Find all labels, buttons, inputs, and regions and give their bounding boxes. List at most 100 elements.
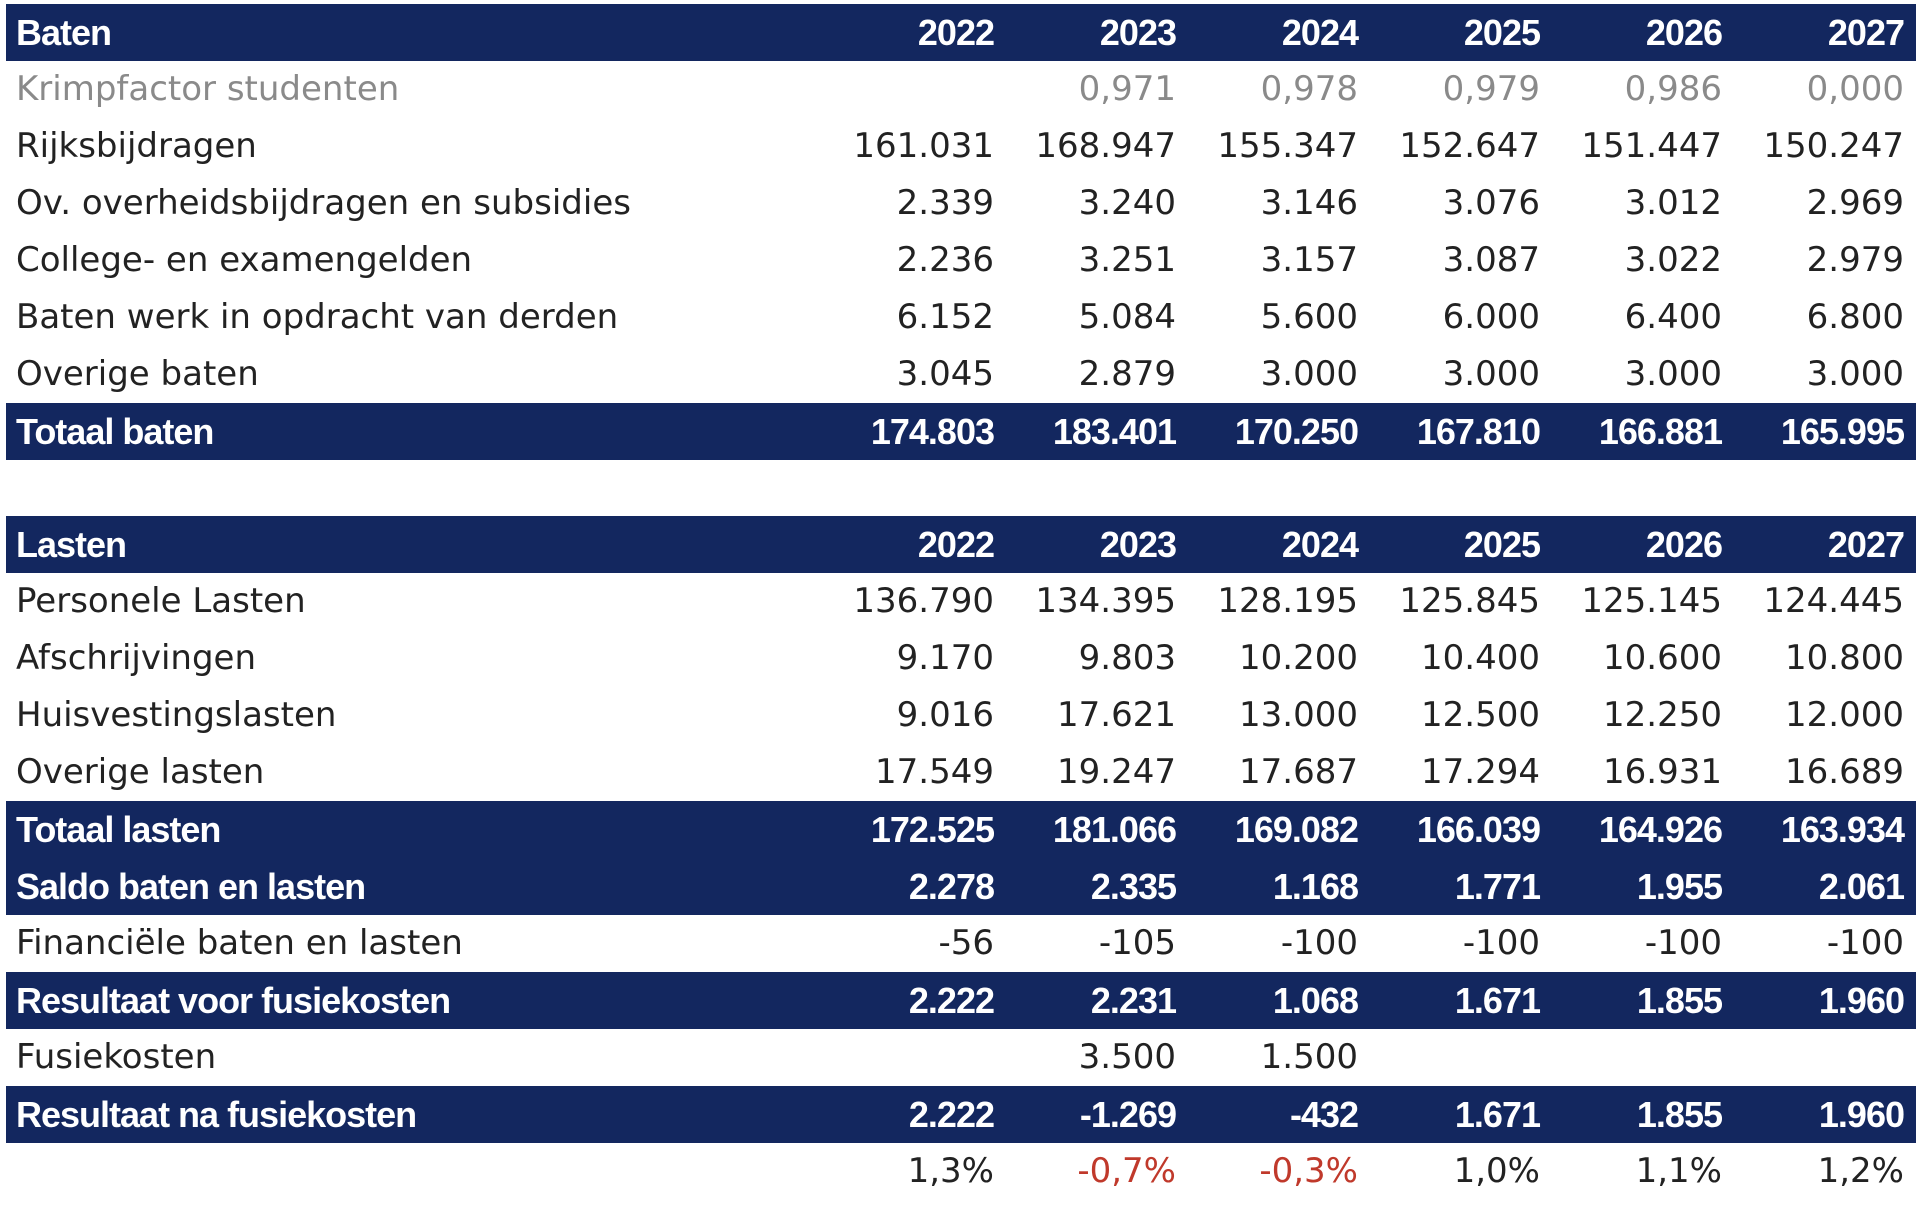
table-row-rijksbijdragen: Rijksbijdragen 161.031 168.947 155.347 1… [6,118,1916,175]
cell-value: 19.247 [1057,752,1176,792]
table-row-krimpfactor: Krimpfactor studenten 0,971 0,978 0,979 … [6,61,1916,118]
cell-value: 1.671 [1370,1086,1552,1143]
table-row-overheidsbijdragen: Ov. overheidsbijdragen en subsidies 2.33… [6,175,1916,232]
row-label: Fusiekosten [16,1037,217,1077]
row-label: Financiële baten en lasten [16,923,463,963]
cell-value: 124.445 [1763,581,1904,621]
cell-value: 17.621 [1057,695,1176,735]
cell-value: 183.401 [1006,403,1188,460]
cell-value: 166.881 [1552,403,1734,460]
cell-value: 12.250 [1603,695,1722,735]
saldo-row: Saldo baten en lasten 2.278 2.335 1.168 … [6,858,1916,915]
row-label: Krimpfactor studenten [16,69,400,109]
cell-value: 6.152 [896,297,994,337]
year-header: 2024 [1188,4,1370,61]
cell-value: 128.195 [1217,581,1358,621]
cell-value [1734,1029,1916,1086]
spacer-row [6,460,1916,516]
cell-value: 12.500 [1421,695,1540,735]
table-row-werk-derden: Baten werk in opdracht van derden 6.152 … [6,289,1916,346]
cell-value: 3.251 [1078,240,1176,280]
cell-value: 16.689 [1785,752,1904,792]
financial-table: Baten 2022 2023 2024 2025 2026 2027 Krim… [6,4,1916,1200]
cell-value: 9.170 [896,638,994,678]
cell-value: 16.931 [1603,752,1722,792]
cell-value: 2.236 [896,240,994,280]
lasten-header-row: Lasten 2022 2023 2024 2025 2026 2027 [6,516,1916,573]
row-label: Totaal lasten [6,801,824,858]
table-row-personele-lasten: Personele Lasten 136.790 134.395 128.195… [6,573,1916,630]
cell-value: 0,978 [1260,69,1358,109]
row-label: Overige baten [16,354,259,394]
cell-value: 150.247 [1763,126,1904,166]
cell-value: 13.000 [1239,695,1358,735]
cell-value: 2.335 [1006,858,1188,915]
cell-value: 10.600 [1603,638,1722,678]
cell-value: 6.000 [1442,297,1540,337]
cell-value: 3.500 [1078,1037,1176,1077]
row-label: Rijksbijdragen [16,126,257,166]
table-row-percentages: 1,3% -0,7% -0,3% 1,0% 1,1% 1,2% [6,1143,1916,1200]
cell-value: 165.995 [1734,403,1916,460]
table-row-financiele: Financiële baten en lasten -56 -105 -100… [6,915,1916,972]
cell-value: 1.955 [1552,858,1734,915]
cell-value: 155.347 [1217,126,1358,166]
cell-value: -432 [1188,1086,1370,1143]
cell-value [824,1029,1006,1086]
cell-value: 3.012 [1624,183,1722,223]
cell-value: 3.076 [1442,183,1540,223]
cell-value: 1.960 [1734,972,1916,1029]
cell-value: -1.269 [1006,1086,1188,1143]
cell-value: 3.045 [896,354,994,394]
year-header: 2026 [1552,4,1734,61]
cell-value: 3.000 [1806,354,1904,394]
cell-value: 136.790 [853,581,994,621]
table-row-afschrijvingen: Afschrijvingen 9.170 9.803 10.200 10.400… [6,630,1916,687]
totaal-lasten-row: Totaal lasten 172.525 181.066 169.082 16… [6,801,1916,858]
cell-value: 2.278 [824,858,1006,915]
resultaat-voor-row: Resultaat voor fusiekosten 2.222 2.231 1… [6,972,1916,1029]
cell-value: 170.250 [1188,403,1370,460]
year-header: 2027 [1734,516,1916,573]
row-label: Personele Lasten [16,581,306,621]
cell-value: 9.803 [1078,638,1176,678]
row-label: Afschrijvingen [16,638,257,678]
row-label: Resultaat voor fusiekosten [6,972,824,1029]
cell-value: 5.084 [1078,297,1176,337]
table-row-fusiekosten: Fusiekosten 3.500 1.500 [6,1029,1916,1086]
cell-value: 172.525 [824,801,1006,858]
cell-value: -100 [1280,923,1358,963]
year-header: 2023 [1006,516,1188,573]
cell-value: 1.500 [1260,1037,1358,1077]
year-header: 2025 [1370,516,1552,573]
cell-value: 2.339 [896,183,994,223]
percentage-value: 1,1% [1635,1151,1722,1191]
cell-value: -100 [1826,923,1904,963]
cell-value: 163.934 [1734,801,1916,858]
cell-value [1552,1029,1734,1086]
cell-value: 17.687 [1239,752,1358,792]
cell-value: 3.000 [1624,354,1722,394]
cell-value: 17.549 [875,752,994,792]
percentage-value-negative: -0,3% [1259,1151,1358,1191]
cell-value: 2.222 [824,1086,1006,1143]
cell-value: 152.647 [1399,126,1540,166]
cell-value: 3.022 [1624,240,1722,280]
cell-value: 3.157 [1260,240,1358,280]
cell-value: 2.222 [824,972,1006,1029]
cell-value: 125.145 [1581,581,1722,621]
cell-value: 0,986 [1624,69,1722,109]
year-header: 2026 [1552,516,1734,573]
percentage-value-negative: -0,7% [1077,1151,1176,1191]
cell-value: 10.800 [1785,638,1904,678]
year-header: 2024 [1188,516,1370,573]
row-label: Totaal baten [6,403,824,460]
resultaat-na-row: Resultaat na fusiekosten 2.222 -1.269 -4… [6,1086,1916,1143]
cell-value: 12.000 [1785,695,1904,735]
cell-value: 125.845 [1399,581,1540,621]
cell-value: 151.447 [1581,126,1722,166]
cell-value: 168.947 [1035,126,1176,166]
cell-value: 2.969 [1806,183,1904,223]
percentage-value: 1,0% [1453,1151,1540,1191]
year-header: 2022 [824,516,1006,573]
